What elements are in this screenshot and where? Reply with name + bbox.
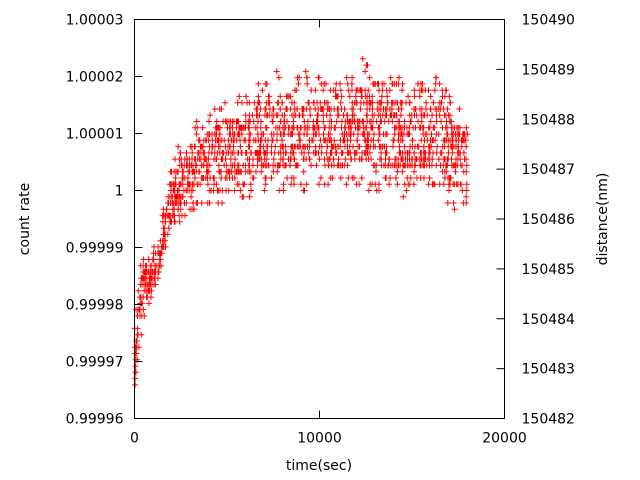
y-axis-ticks: 0.99996 0.99997 0.99998 0.99999 1 1.00001 1.00…: [66, 13, 143, 428]
y-tick-label: 1.00003: [66, 13, 124, 29]
y-axis-label: count rate: [17, 183, 33, 255]
y-tick-label: 1.00002: [66, 70, 124, 86]
y2-tick-label: 150486: [522, 212, 576, 228]
x-tick-label: 0: [130, 431, 139, 447]
y-tick-label: 1.00001: [66, 127, 124, 143]
y2-axis-ticks: 150482 150483 150484 150485 150486 150487 1504…: [496, 13, 576, 428]
x-axis-ticks: 0 10000 20000: [130, 19, 527, 447]
y-tick-label: 0.99996: [66, 412, 124, 428]
x-tick-label: 20000: [482, 431, 527, 447]
series-points: [131, 55, 471, 388]
y2-tick-label: 150489: [522, 62, 575, 78]
y-tick-label: 1: [115, 184, 124, 200]
x-tick-label: 10000: [297, 431, 342, 447]
y2-tick-label: 150485: [522, 262, 575, 278]
y2-tick-label: 150483: [522, 362, 575, 378]
y-tick-label: 0.99997: [66, 355, 124, 371]
y-tick-label: 0.99999: [66, 241, 124, 257]
data-points: [131, 55, 471, 388]
y2-tick-label: 150488: [522, 112, 575, 128]
y2-tick-label: 150487: [522, 162, 575, 178]
y-tick-label: 0.99998: [66, 298, 124, 314]
y2-tick-label: 150490: [522, 13, 575, 29]
y2-tick-label: 150482: [522, 412, 575, 428]
y2-tick-label: 150484: [522, 312, 576, 328]
y2-axis-label: distance(nm): [595, 173, 611, 266]
x-axis-label: time(sec): [286, 458, 352, 474]
